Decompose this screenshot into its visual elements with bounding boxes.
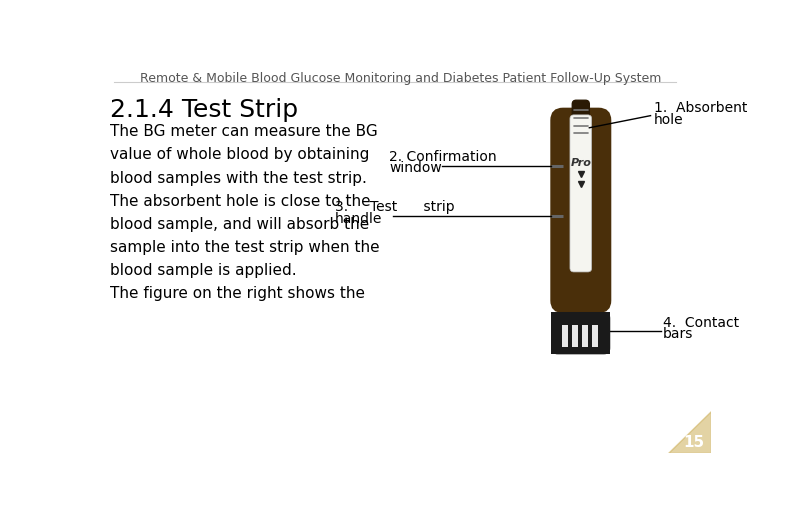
Text: value of whole blood by obtaining: value of whole blood by obtaining [111, 147, 370, 162]
Text: sample into the test strip when the: sample into the test strip when the [111, 239, 380, 254]
Bar [562, 325, 568, 347]
Bar [592, 325, 598, 347]
Text: bars: bars [663, 327, 694, 341]
Text: The BG meter can measure the BG: The BG meter can measure the BG [111, 124, 378, 139]
Text: 2.1.4 Test Strip: 2.1.4 Test Strip [111, 98, 299, 122]
Text: window: window [389, 161, 442, 175]
Text: The absorbent hole is close to the: The absorbent hole is close to the [111, 193, 371, 208]
FancyBboxPatch shape [570, 116, 592, 272]
Text: 4.  Contact: 4. Contact [663, 315, 739, 329]
Bar [582, 325, 588, 347]
Text: hole: hole [653, 112, 683, 126]
Text: 2. Confirmation: 2. Confirmation [389, 149, 497, 163]
FancyBboxPatch shape [551, 313, 610, 355]
Text: Pro: Pro [570, 158, 591, 167]
Polygon shape [668, 411, 711, 453]
Text: 3.     Test      strip: 3. Test strip [335, 200, 455, 214]
Bar [551, 313, 610, 355]
Text: 15: 15 [683, 434, 705, 449]
Text: Remote & Mobile Blood Glucose Monitoring and Diabetes Patient Follow-Up System: Remote & Mobile Blood Glucose Monitoring… [141, 72, 662, 85]
Text: blood sample, and will absorb the: blood sample, and will absorb the [111, 216, 370, 231]
Text: blood sample is applied.: blood sample is applied. [111, 263, 297, 277]
FancyBboxPatch shape [572, 101, 589, 144]
Text: The figure on the right shows the: The figure on the right shows the [111, 286, 365, 300]
Text: 1.  Absorbent: 1. Absorbent [653, 101, 747, 115]
FancyBboxPatch shape [551, 109, 610, 313]
Text: handle: handle [335, 212, 382, 225]
Bar [572, 325, 577, 347]
Text: blood samples with the test strip.: blood samples with the test strip. [111, 170, 367, 185]
